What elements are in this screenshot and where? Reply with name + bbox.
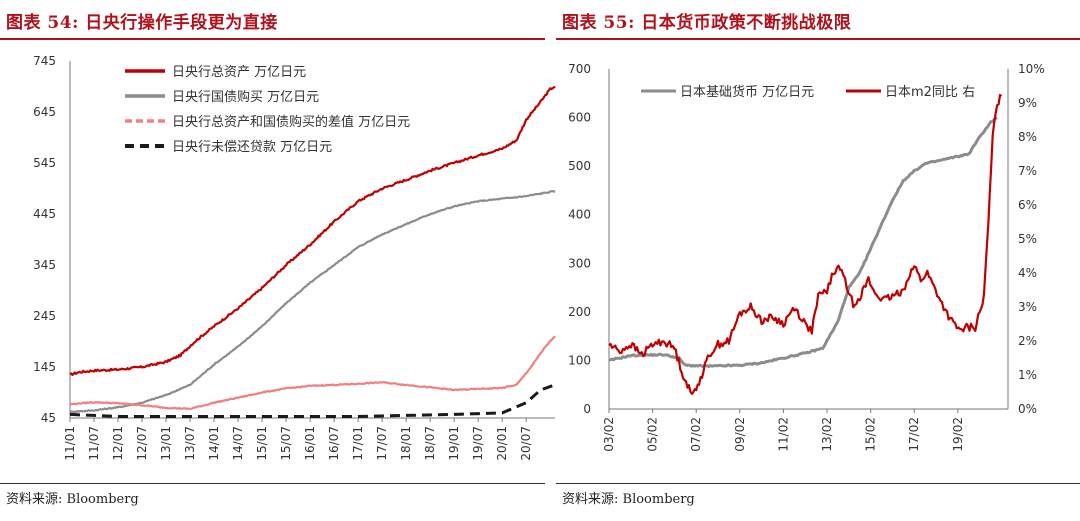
y2-tick-label: 7% xyxy=(1018,164,1037,178)
legend-label: 日央行国债购买 万亿日元 xyxy=(172,89,319,105)
y2-tick-label: 3% xyxy=(1018,300,1037,314)
legend-label: 日本m2同比 右 xyxy=(885,85,975,100)
x-tick-label: 09/02 xyxy=(733,417,747,452)
legend-label: 日央行总资产 万亿日元 xyxy=(172,65,306,80)
x-tick-label: 11/02 xyxy=(776,417,790,452)
x-tick-label: 18/01 xyxy=(399,426,413,461)
series-2-line xyxy=(608,93,1003,395)
y-tick-label: 445 xyxy=(33,207,56,221)
x-tick-label: 15/07 xyxy=(279,426,293,461)
title-divider xyxy=(0,38,545,40)
x-tick-label: 18/07 xyxy=(423,426,437,461)
y-tick-label: 400 xyxy=(568,208,591,222)
y2-tick-label: 9% xyxy=(1018,96,1037,110)
y-tick-label: 100 xyxy=(568,353,591,367)
series-4-line xyxy=(69,383,556,418)
x-tick-label: 17/02 xyxy=(907,417,921,452)
y2-tick-label: 2% xyxy=(1018,334,1037,348)
series-1-line xyxy=(69,85,556,376)
legend-label: 日央行总资产和国债购买的差值 万亿日元 xyxy=(172,114,410,130)
line-chart-japan-money: 0 100 200 300 400 500 600 700 0% 1% 2% 3% 4% 5% 6% 7% 8%… xyxy=(568,62,1045,452)
chart-panel-right: 图表 55: 日本货币政策不断挑战极限 0 100 200 300 400 500 600 7… xyxy=(556,0,1080,521)
y-tick-label: 600 xyxy=(568,111,591,125)
y-tick-label: 500 xyxy=(568,159,591,173)
series-2-line xyxy=(69,190,556,414)
x-tick-label: 19/02 xyxy=(951,417,965,452)
x-tick-label: 12/07 xyxy=(135,426,149,461)
x-tick-label: 12/01 xyxy=(111,426,125,461)
y-tick-label: 145 xyxy=(33,360,56,374)
x-tick-label: 13/07 xyxy=(183,426,197,461)
x-tick-label: 07/02 xyxy=(689,417,703,452)
x-tick-label: 20/07 xyxy=(519,426,533,461)
source-divider xyxy=(556,483,1080,484)
x-tick-label: 11/07 xyxy=(87,426,101,461)
y-tick-label: 300 xyxy=(568,256,591,270)
source-note: 资料来源: Bloomberg xyxy=(6,492,139,507)
x-tick-label: 13/02 xyxy=(820,417,834,452)
y-tick-label: 245 xyxy=(33,309,56,323)
y-tick-label: 700 xyxy=(568,62,591,76)
y-tick-label: 200 xyxy=(568,305,591,319)
x-tick-label: 03/02 xyxy=(602,417,616,452)
y-tick-label: 645 xyxy=(33,105,56,119)
y2-tick-label: 1% xyxy=(1018,368,1037,382)
x-tick-label: 15/02 xyxy=(864,417,878,452)
x-tick-label: 05/02 xyxy=(646,417,660,452)
chart-title: 图表 54: 日央行操作手段更为直接 xyxy=(6,13,278,33)
x-tick-label: 19/07 xyxy=(471,426,485,461)
source-divider xyxy=(0,483,545,484)
y2-tick-label: 5% xyxy=(1018,232,1037,246)
source-note: 资料来源: Bloomberg xyxy=(562,492,695,507)
y-tick-label: 545 xyxy=(33,156,56,170)
y-tick-label: 45 xyxy=(41,411,56,425)
y2-tick-label: 8% xyxy=(1018,130,1037,144)
title-divider xyxy=(556,38,1080,40)
y2-tick-label: 6% xyxy=(1018,198,1037,212)
series-3-line xyxy=(69,335,556,410)
line-chart-boj: 45 145 245 345 445 545 645 745 11/01 11/07 12/01 12… xyxy=(33,54,556,461)
x-tick-label: 19/01 xyxy=(447,426,461,461)
legend-label: 日本基础货币 万亿日元 xyxy=(680,84,814,100)
x-tick-label: 16/01 xyxy=(303,426,317,461)
chart-panel-left: 图表 54: 日央行操作手段更为直接 45 145 245 345 445 545 645 7… xyxy=(0,13,556,507)
y-tick-label: 0 xyxy=(583,402,591,416)
y-tick-label: 745 xyxy=(33,54,56,68)
x-tick-label: 17/01 xyxy=(351,426,365,461)
x-tick-label: 16/07 xyxy=(327,426,341,461)
y2-tick-label: 4% xyxy=(1018,266,1037,280)
legend-label: 日央行未偿还贷款 万亿日元 xyxy=(172,140,332,155)
x-tick-label: 13/01 xyxy=(159,426,173,461)
x-tick-label: 15/01 xyxy=(255,426,269,461)
y2-tick-label: 0% xyxy=(1018,402,1037,416)
series-1-line xyxy=(608,116,998,368)
x-tick-label: 14/01 xyxy=(207,426,221,461)
x-tick-label: 17/07 xyxy=(375,426,389,461)
x-tick-label: 20/01 xyxy=(495,426,509,461)
chart-title: 图表 55: 日本货币政策不断挑战极限 xyxy=(562,13,852,33)
y-tick-label: 345 xyxy=(33,258,56,272)
x-tick-label: 14/07 xyxy=(231,426,245,461)
y2-tick-label: 10% xyxy=(1018,62,1045,76)
x-tick-label: 11/01 xyxy=(63,426,77,461)
